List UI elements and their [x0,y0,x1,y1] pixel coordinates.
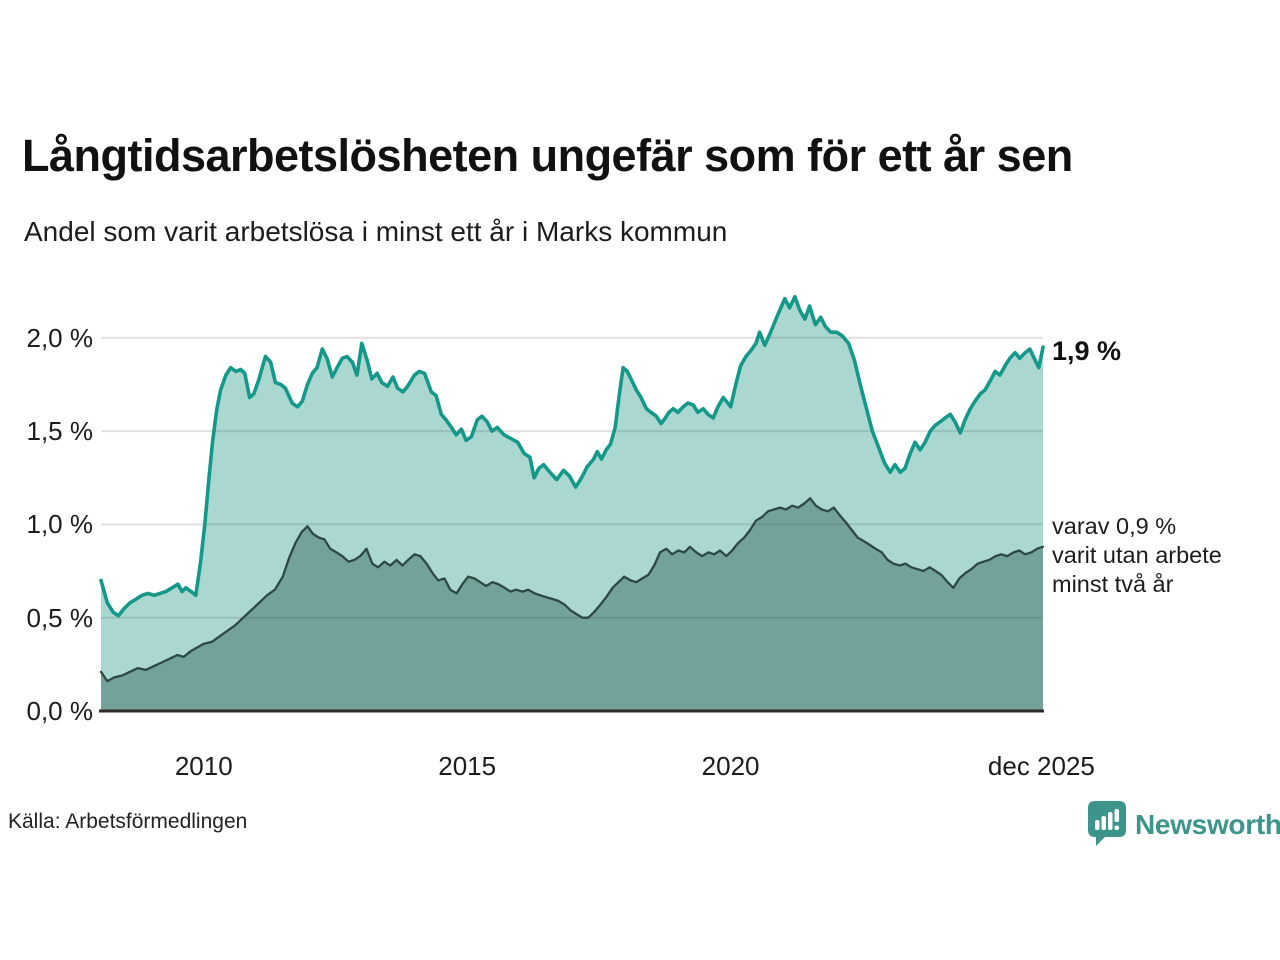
latest-value-label-twoyear: varav 0,9 % varit utan arbete minst två … [1052,512,1222,599]
y-axis-tick-0.5: 0,5 % [26,602,94,633]
x-axis-tick-2010: 2010 [174,751,233,781]
newsworthy-wordmark: Newsworthy [1135,808,1280,840]
y-axis-tick-1: 1,0 % [26,509,94,540]
x-axis-tick-2020: 2020 [701,751,760,781]
newsworthy-brand: Newsworthy [1088,801,1280,846]
y-axis-tick-0: 0,0 % [26,696,94,726]
x-axis-tick-2015: 2015 [438,751,497,781]
annotation-line-2: varit utan arbete [1052,542,1222,568]
newsworthy-logo-icon [1088,801,1126,846]
y-axis-tick-2: 2,0 % [26,322,94,353]
annotation-line-3: minst två år [1052,571,1174,597]
annotation-line-1: varav 0,9 % [1052,513,1177,539]
chart-title: Långtidsarbetslösheten ungefär som för e… [22,130,1073,181]
line-twoyear [99,497,1045,683]
source-attribution: Källa: Arbetsförmedlingen [8,810,248,833]
x-axis-tick-dec-2025: dec 2025 [987,751,1095,781]
chart-subtitle: Andel som varit arbetslösa i minst ett å… [24,216,728,247]
latest-value-label-total: 1,9 % [1052,336,1122,366]
area-twoyear [101,498,1043,711]
y-axis-tick-1.5: 1,5 % [26,416,94,447]
line-total-longterm [99,294,1045,618]
